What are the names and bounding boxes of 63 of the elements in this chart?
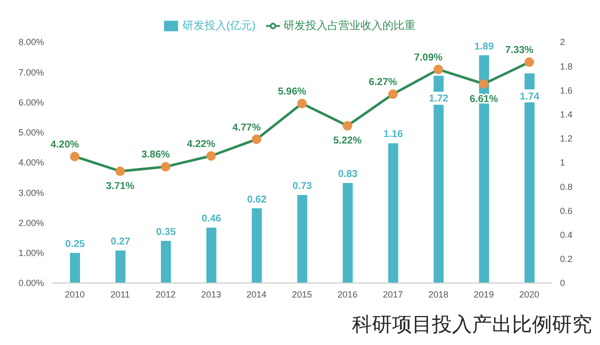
x-tick-label: 2019	[474, 289, 494, 300]
data-label: 5.22%	[333, 136, 362, 147]
data-label: 0.27	[110, 236, 131, 248]
y2-tick-label: 0.6	[560, 206, 573, 216]
y2-tick-label: 0.4	[560, 230, 573, 240]
y-tick-label: 8.00%	[18, 37, 44, 48]
bar	[206, 228, 216, 283]
x-tick-label: 2014	[246, 289, 267, 300]
data-label: 3.71%	[106, 181, 134, 192]
legend-label: 研发投入(亿元)	[182, 20, 256, 32]
y2-tick-label: 0.8	[560, 182, 573, 192]
text: 科研项目投入产出比例研究	[352, 313, 592, 337]
y2-tick-label: 0.2	[560, 254, 573, 264]
y-tick-label: 4.00%	[18, 158, 44, 168]
data-label: 4.20%	[50, 139, 80, 150]
y-tick-label: 7.00%	[18, 67, 44, 78]
y-tick-label: 2.00%	[18, 218, 44, 228]
y2-tick-label: 1.8	[560, 61, 573, 72]
data-label: 0.46	[202, 214, 222, 225]
data-label: 0.25	[65, 238, 86, 250]
y2-tick-label: 1	[560, 158, 566, 168]
x-tick-label: 2018	[428, 289, 448, 300]
data-label: 1.72	[428, 94, 449, 105]
data-label: 0.35	[156, 226, 176, 238]
y2-tick-label: 1.2	[560, 134, 573, 144]
data-label: 7.09%	[414, 52, 443, 64]
bar	[70, 252, 80, 283]
x-tick-label: 2016	[337, 289, 358, 300]
data-label: 0.73	[292, 181, 312, 192]
data-label: 4.22%	[186, 138, 216, 150]
y2-tick-label: 0	[560, 278, 566, 288]
y2-tick-label: 1.4	[560, 109, 573, 120]
x-tick-label: 2012	[156, 289, 176, 300]
data-label: 1.16	[383, 129, 404, 140]
data-label: 1.74	[520, 91, 540, 102]
data-label: 4.77%	[232, 122, 261, 134]
y-tick-label: 3.00%	[18, 188, 44, 198]
legend-label: 研发投入占营业收入的比重	[284, 20, 416, 32]
bar	[160, 240, 171, 283]
data-label: 1.89	[474, 41, 494, 52]
data-label: 0.62	[247, 194, 267, 206]
bar	[115, 250, 126, 283]
y-tick-label: 0.00%	[18, 278, 44, 288]
y-tick-label: 6.00%	[18, 97, 44, 108]
x-tick-label: 2017	[382, 289, 403, 300]
x-tick-label: 2020	[519, 289, 540, 300]
data-label: 0.83	[338, 168, 358, 180]
data-label: 6.27%	[368, 77, 398, 88]
y-tick-label: 1.00%	[18, 248, 44, 258]
data-label: 7.33%	[505, 45, 534, 56]
y2-tick-label: 1.6	[560, 85, 573, 96]
bar	[388, 143, 398, 283]
bar	[297, 195, 308, 283]
bar	[342, 182, 353, 283]
bar	[252, 208, 262, 283]
x-tick-label: 2011	[110, 289, 130, 300]
y-tick-label: 5.00%	[18, 128, 44, 138]
x-tick-label: 2015	[292, 289, 312, 300]
x-tick-label: 2013	[201, 289, 222, 300]
data-label: 3.86%	[141, 150, 170, 161]
data-label: 5.96%	[278, 86, 306, 98]
y2-tick-label: 2	[560, 37, 566, 48]
x-tick-label: 2010	[64, 289, 85, 300]
